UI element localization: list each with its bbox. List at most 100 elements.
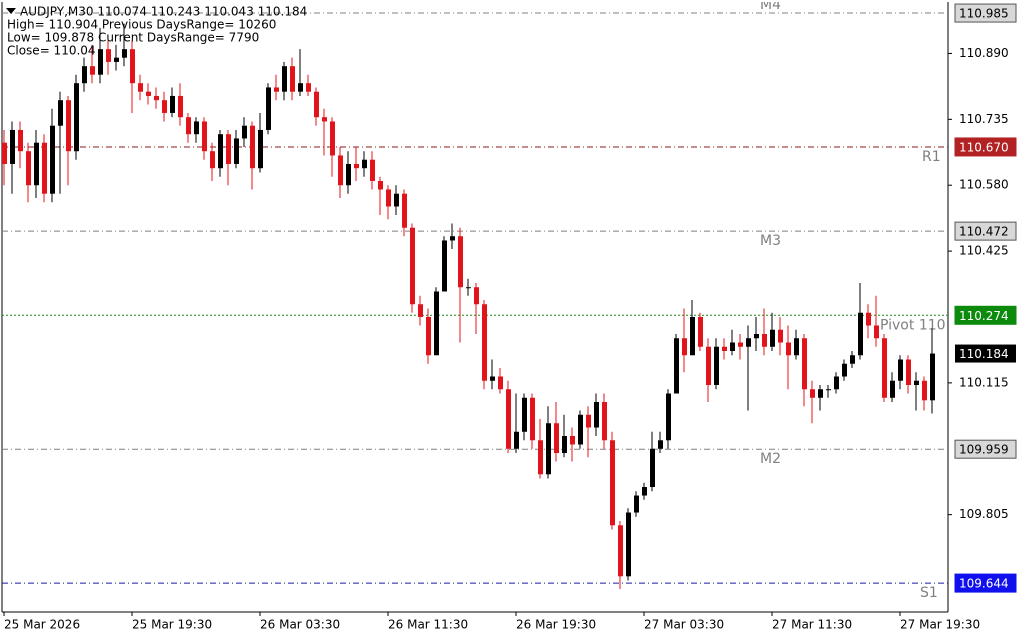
candle-body: [66, 100, 71, 152]
candle-body: [170, 95, 175, 113]
candle-body: [914, 380, 919, 386]
candle-body: [266, 87, 271, 130]
y-tick-label: 110.115: [959, 375, 1009, 389]
candle-body: [418, 304, 423, 317]
level-tag: [954, 221, 1017, 241]
candle-body: [226, 134, 231, 164]
header-line: Close= 110.04: [7, 44, 96, 58]
candle-body: [698, 316, 703, 347]
candle-body: [666, 393, 671, 441]
level-label: R1: [922, 149, 941, 165]
candle-body: [346, 163, 351, 186]
candle-body: [522, 397, 527, 432]
candle-body: [114, 57, 119, 62]
candle-body: [530, 397, 535, 441]
candle-body: [882, 338, 887, 398]
level-tag-label: 110.670: [959, 140, 1009, 154]
level-label: M4: [760, 0, 781, 13]
candle-body: [410, 227, 415, 305]
candle-body: [890, 380, 895, 398]
candle-body: [234, 138, 239, 164]
candle-body: [722, 346, 727, 351]
candle-body: [930, 353, 935, 401]
candle-body: [514, 431, 519, 449]
candle-body: [386, 189, 391, 207]
candle-body: [626, 512, 631, 577]
candle-body: [210, 151, 215, 169]
candle-body: [10, 129, 15, 164]
candle-body: [26, 151, 31, 186]
level-label: M2: [760, 451, 781, 467]
current-price-label: 110.184: [959, 347, 1009, 361]
candle-body: [74, 83, 79, 152]
candle-body: [858, 312, 863, 356]
candle-body: [458, 236, 463, 288]
candle-body: [538, 440, 543, 475]
candle-body: [650, 448, 655, 488]
candle-body: [786, 342, 791, 356]
level-tag-label: 110.274: [959, 309, 1009, 323]
candle-body: [50, 125, 55, 194]
candle-body: [434, 291, 439, 356]
y-tick-label: 109.805: [959, 507, 1009, 521]
x-tick-label: 26 Mar 03:30: [260, 618, 340, 632]
candle-body: [258, 129, 263, 169]
candle-body: [338, 155, 343, 186]
header: AUDJPY,M30 110.074 110.243 110.043 110.1…: [7, 5, 307, 58]
candle-body: [818, 389, 823, 398]
candle-body: [362, 159, 367, 169]
candle-body: [842, 363, 847, 377]
candle-body: [442, 240, 447, 292]
y-tick-label: 110.735: [959, 112, 1009, 126]
candle-body: [658, 440, 663, 449]
candle-body: [466, 287, 471, 289]
candle-body: [738, 342, 743, 347]
candle-body: [162, 100, 167, 113]
candle-body: [402, 193, 407, 228]
header-line: Low= 109.878 Current DaysRange= 7790: [7, 31, 259, 45]
candle-body: [178, 95, 183, 118]
candle-body: [130, 49, 135, 84]
level-tag: [954, 439, 1017, 459]
levels: M4 R1 M3 Pivot 110.2 M2 S1: [2, 0, 959, 601]
candle-body: [562, 436, 567, 454]
candle-body: [618, 525, 623, 577]
candle-body: [810, 389, 815, 398]
collapse-arrow: [6, 8, 16, 14]
candle-body: [690, 316, 695, 356]
candle-body: [906, 359, 911, 386]
level-tag-label: 110.472: [959, 225, 1009, 239]
candle-body: [506, 389, 511, 449]
candle-body: [610, 440, 615, 526]
candle-body: [794, 338, 799, 356]
level-tag-label: 110.985: [959, 7, 1009, 21]
candle-body: [746, 338, 751, 347]
candle-body: [802, 338, 807, 390]
x-tick-label: 25 Mar 2026: [4, 618, 80, 632]
candle-body: [298, 83, 303, 92]
candle-body: [426, 316, 431, 356]
candle-body: [194, 121, 199, 135]
candle-body: [98, 49, 103, 75]
candle-body: [714, 346, 719, 386]
candle-body: [58, 100, 63, 126]
candle-body: [154, 95, 159, 101]
candle-body: [482, 304, 487, 381]
candle-body: [754, 333, 759, 339]
candle-body: [122, 49, 127, 58]
candle-body: [306, 83, 311, 92]
level-label: Pivot 110.2: [880, 317, 959, 333]
level-tag: [954, 3, 1017, 23]
candle-body: [770, 329, 775, 347]
candle-body: [546, 423, 551, 475]
candle-body: [106, 49, 111, 62]
y-tick-label: 110.890: [959, 46, 1009, 60]
candles: [2, 23, 935, 590]
candle-body: [682, 338, 687, 356]
candle-body: [898, 359, 903, 381]
level-tag-label: 109.644: [959, 577, 1009, 591]
x-tick-label: 27 Mar 03:30: [644, 618, 724, 632]
level-tag: [954, 137, 1017, 157]
candle-body: [18, 129, 23, 152]
